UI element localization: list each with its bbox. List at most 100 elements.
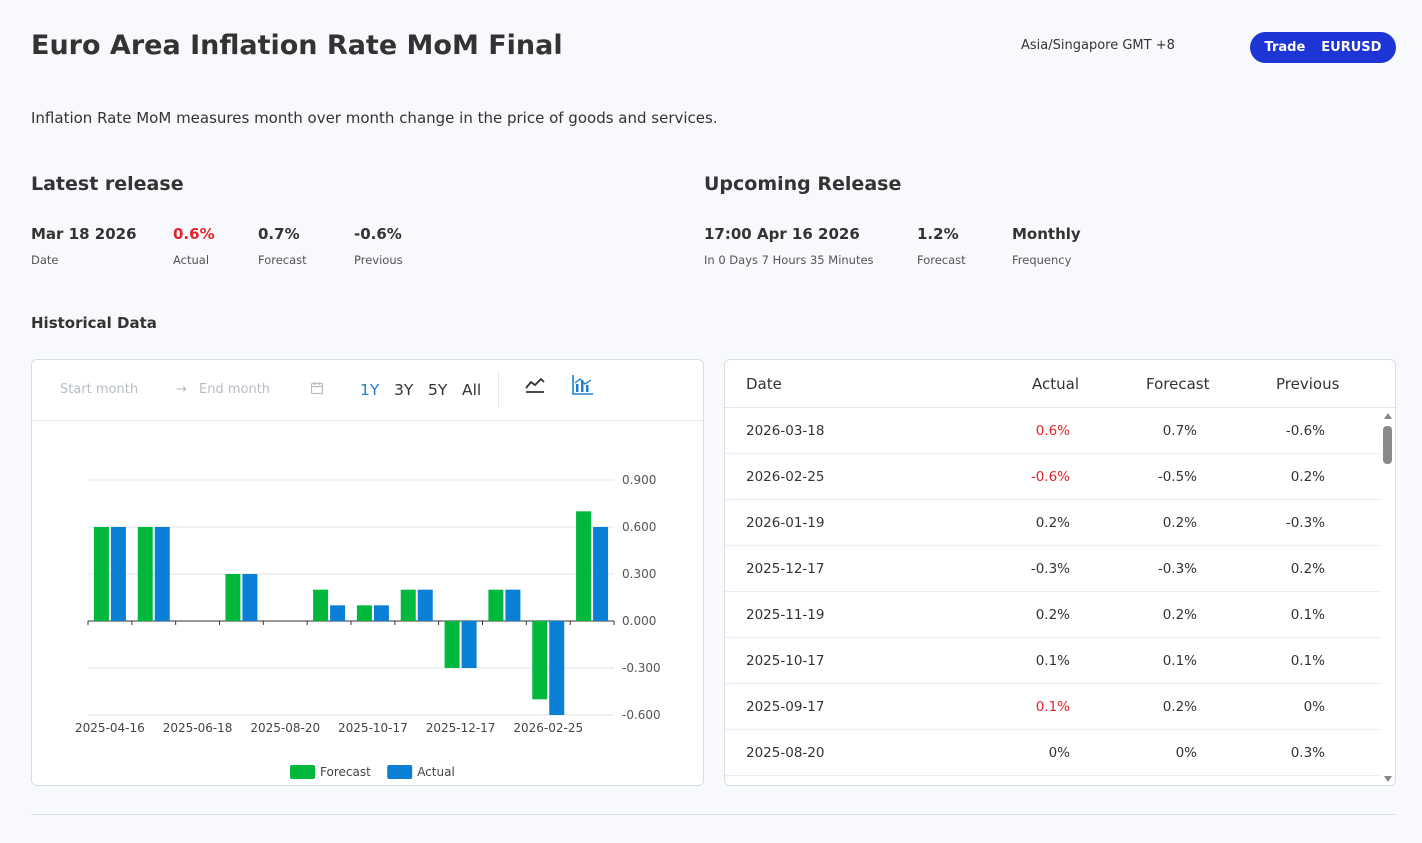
actual-bar	[242, 574, 258, 621]
forecast-bar	[137, 527, 153, 621]
upcoming-forecast-value: 1.2%	[917, 225, 959, 243]
forecast-bar	[488, 589, 504, 621]
cell-actual: 0.1%	[1035, 699, 1070, 715]
upcoming-release-heading: Upcoming Release	[704, 173, 902, 195]
x-tick-label: 2025-04-16	[75, 721, 145, 735]
header-actual[interactable]: Actual	[1032, 375, 1079, 393]
scrollbar-thumb[interactable]	[1383, 426, 1392, 464]
cell-actual: -0.6%	[1030, 469, 1070, 485]
latest-previous-stat: -0.6% Previous	[354, 225, 403, 267]
actual-bar	[330, 605, 346, 621]
actual-legend-swatch	[387, 765, 413, 779]
bar-chart-icon[interactable]	[571, 373, 595, 401]
table-row[interactable]: 2026-02-25 -0.6% -0.5% 0.2%	[725, 454, 1381, 500]
y-tick-label: 0.300	[622, 567, 656, 581]
upcoming-countdown: In 0 Days 7 Hours 35 Minutes	[704, 253, 874, 267]
latest-actual-label: Actual	[173, 253, 210, 267]
cell-actual: 0.1%	[1035, 653, 1070, 669]
latest-forecast-stat: 0.7% Forecast	[258, 225, 307, 267]
start-month-input[interactable]: Start month	[60, 382, 139, 397]
range-1y-button[interactable]: 1Y	[360, 381, 380, 399]
actual-bar	[461, 621, 477, 668]
y-tick-label: -0.300	[622, 661, 661, 675]
forecast-legend-label: Forecast	[320, 765, 371, 779]
actual-bar	[110, 527, 126, 621]
forecast-bar	[356, 605, 372, 621]
trade-symbol: EURUSD	[1321, 40, 1382, 55]
line-chart-icon[interactable]	[524, 374, 546, 400]
actual-bar	[505, 589, 521, 621]
forecast-bar	[93, 527, 109, 621]
header-previous[interactable]: Previous	[1276, 375, 1340, 393]
chart-toolbar: Start month → End month 1Y 3Y 5Y All	[32, 360, 703, 421]
cell-forecast: 0.2%	[1162, 607, 1197, 623]
section-divider	[31, 814, 1396, 815]
table-body[interactable]: 2026-03-18 0.6% 0.7% -0.6% 2026-02-25 -0.6% -0…	[725, 408, 1381, 785]
forecast-bar	[225, 574, 241, 621]
x-tick-label: 2025-10-17	[338, 721, 408, 735]
table-row[interactable]: 2025-08-20 0% 0% 0.3%	[725, 730, 1381, 776]
x-tick-label: 2025-06-18	[163, 721, 233, 735]
table-row[interactable]: 2026-03-18 0.6% 0.7% -0.6%	[725, 408, 1381, 454]
y-tick-label: 0.600	[622, 520, 656, 534]
x-tick-label: 2025-12-17	[426, 721, 496, 735]
actual-bar	[373, 605, 389, 621]
cell-previous: 0.2%	[1290, 561, 1325, 577]
cell-actual: 0.6%	[1035, 423, 1070, 439]
cell-previous: 0.3%	[1290, 745, 1325, 761]
forecast-legend-swatch	[290, 765, 315, 779]
x-tick-label: 2026-02-25	[513, 721, 583, 735]
toolbar-divider	[498, 372, 499, 408]
y-tick-label: -0.600	[622, 708, 661, 722]
cell-date: 2026-03-18	[746, 423, 825, 439]
y-tick-label: 0.000	[622, 614, 656, 628]
arrow-right-icon: →	[176, 382, 187, 397]
timezone-label[interactable]: Asia/Singapore GMT +8	[1021, 38, 1175, 53]
table-row[interactable]: 2025-10-17 0.1% 0.1% 0.1%	[725, 638, 1381, 684]
trade-eurusd-button[interactable]: Trade EURUSD	[1250, 32, 1396, 63]
forecast-bar	[532, 621, 548, 700]
end-month-input[interactable]: End month	[199, 382, 271, 397]
latest-forecast-label: Forecast	[258, 253, 307, 267]
header-date[interactable]: Date	[746, 375, 782, 393]
forecast-bar	[313, 589, 329, 621]
table-scrollbar[interactable]	[1381, 408, 1395, 785]
latest-date-stat: Mar 18 2026 Date	[31, 225, 137, 267]
latest-date-value: Mar 18 2026	[31, 225, 137, 243]
scroll-down-arrow-icon[interactable]	[1384, 776, 1392, 782]
upcoming-time-stat: 17:00 Apr 16 2026 In 0 Days 7 Hours 35 M…	[704, 225, 874, 267]
range-3y-button[interactable]: 3Y	[394, 381, 414, 399]
upcoming-forecast-label: Forecast	[917, 253, 966, 267]
latest-actual-stat: 0.6% Actual	[173, 225, 215, 267]
chart-panel: Start month → End month 1Y 3Y 5Y All 0.9…	[31, 359, 704, 786]
upcoming-forecast-stat: 1.2% Forecast	[917, 225, 966, 267]
cell-date: 2025-09-17	[746, 699, 825, 715]
scroll-up-arrow-icon[interactable]	[1384, 413, 1392, 419]
header-forecast[interactable]: Forecast	[1146, 375, 1210, 393]
trade-label: Trade	[1264, 40, 1306, 55]
table-row[interactable]: 2025-09-17 0.1% 0.2% 0%	[725, 684, 1381, 730]
latest-forecast-value: 0.7%	[258, 225, 300, 243]
cell-previous: 0.2%	[1290, 469, 1325, 485]
upcoming-frequency-label: Frequency	[1012, 253, 1072, 267]
cell-forecast: -0.5%	[1157, 469, 1197, 485]
indicator-description: Inflation Rate MoM measures month over m…	[31, 109, 718, 127]
latest-previous-label: Previous	[354, 253, 403, 267]
upcoming-frequency-value: Monthly	[1012, 225, 1081, 243]
cell-date: 2026-01-19	[746, 515, 825, 531]
table-row[interactable]: 2026-01-19 0.2% 0.2% -0.3%	[725, 500, 1381, 546]
table-row[interactable]: 2025-12-17 -0.3% -0.3% 0.2%	[725, 546, 1381, 592]
cell-actual: 0.2%	[1035, 607, 1070, 623]
cell-forecast: 0.2%	[1162, 699, 1197, 715]
cell-previous: 0.1%	[1290, 607, 1325, 623]
table-header: Date Actual Forecast Previous	[725, 360, 1395, 408]
table-row[interactable]: 2025-11-19 0.2% 0.2% 0.1%	[725, 592, 1381, 638]
actual-bar	[417, 589, 433, 621]
actual-bar	[154, 527, 170, 621]
calendar-icon[interactable]	[310, 381, 324, 399]
cell-forecast: 0.2%	[1162, 515, 1197, 531]
cell-previous: 0%	[1303, 699, 1325, 715]
historical-data-heading: Historical Data	[31, 314, 157, 332]
range-all-button[interactable]: All	[462, 381, 482, 399]
range-5y-button[interactable]: 5Y	[428, 381, 448, 399]
